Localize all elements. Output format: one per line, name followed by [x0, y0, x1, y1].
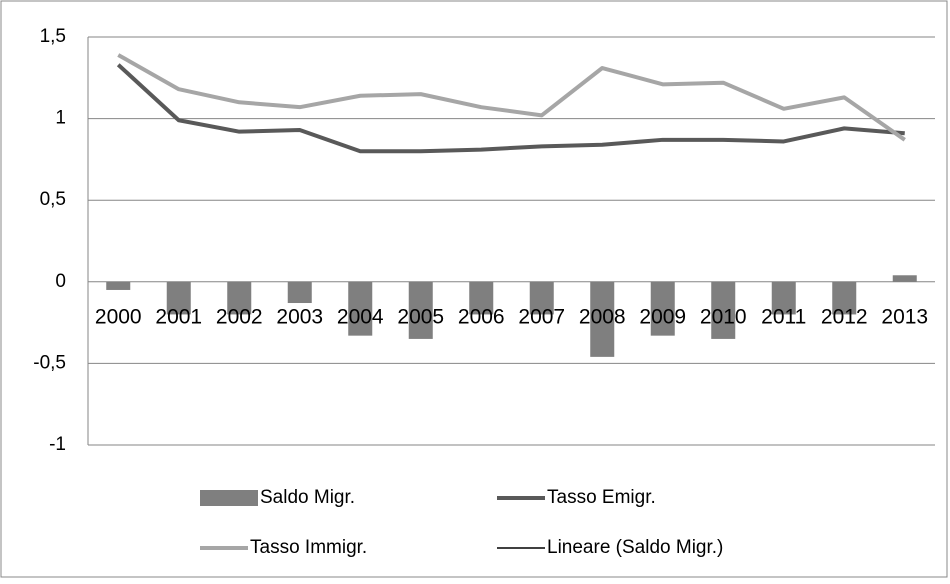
x-tick-label: 2001 — [155, 306, 202, 329]
y-tick-label: 0,5 — [40, 189, 66, 210]
bar — [711, 281, 736, 339]
bar — [348, 281, 373, 336]
bar — [590, 281, 615, 357]
y-tick-label: 0 — [55, 271, 66, 292]
x-tick-label: 2003 — [276, 306, 323, 329]
x-tick-label: 2011 — [761, 306, 806, 329]
bar — [287, 281, 312, 304]
x-tick-label: 2008 — [579, 306, 626, 329]
bar — [106, 281, 131, 290]
bar — [469, 281, 494, 315]
line — [116, 63, 905, 154]
x-tick-label: 2006 — [458, 306, 505, 329]
y-tick-label: 1 — [55, 108, 66, 129]
legend-label: Lineare (Saldo Migr.) — [547, 537, 723, 558]
bar — [771, 281, 796, 315]
y-tick-label: -1 — [49, 434, 66, 455]
x-tick-label: 2005 — [397, 306, 444, 329]
bar — [892, 275, 917, 282]
line — [117, 53, 906, 142]
y-tick-label: 1,5 — [40, 26, 66, 47]
legend-swatch — [200, 490, 258, 506]
bar — [227, 281, 252, 315]
bar — [408, 281, 433, 339]
y-tick-label: -0,5 — [33, 352, 66, 373]
bar — [650, 281, 675, 336]
x-tick-label: 2004 — [337, 306, 384, 329]
bar — [166, 281, 191, 315]
x-tick-label: 2010 — [700, 306, 747, 329]
legend-label: Tasso Immigr. — [250, 537, 367, 558]
legend-label: Saldo Migr. — [260, 487, 355, 508]
bar — [529, 281, 554, 315]
x-tick-label: 2007 — [518, 306, 565, 329]
x-tick-label: 2002 — [216, 306, 263, 329]
x-tick-label: 2013 — [881, 306, 928, 329]
legend-label: Tasso Emigr. — [547, 487, 656, 508]
x-tick-label: 2012 — [821, 306, 868, 329]
x-tick-label: 2009 — [639, 306, 686, 329]
x-tick-label: 2000 — [95, 306, 142, 329]
bar — [832, 281, 857, 315]
